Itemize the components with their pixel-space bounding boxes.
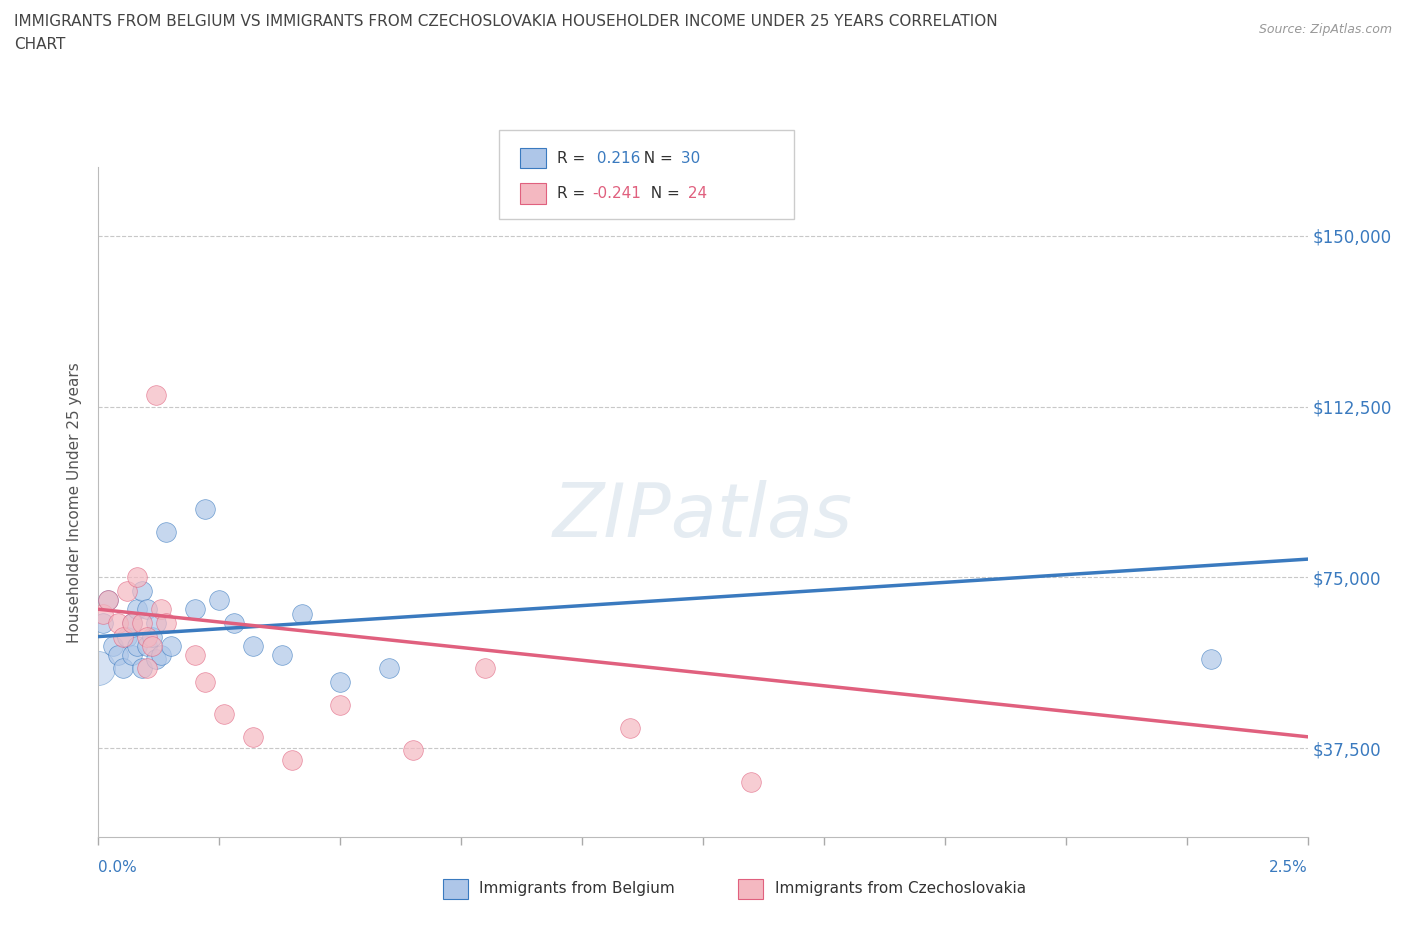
Text: Source: ZipAtlas.com: Source: ZipAtlas.com	[1258, 23, 1392, 36]
Text: IMMIGRANTS FROM BELGIUM VS IMMIGRANTS FROM CZECHOSLOVAKIA HOUSEHOLDER INCOME UND: IMMIGRANTS FROM BELGIUM VS IMMIGRANTS FR…	[14, 14, 998, 29]
Point	[135, 629, 157, 644]
Point	[107, 647, 129, 662]
Point	[281, 752, 304, 767]
Point	[121, 616, 143, 631]
Point	[135, 661, 157, 676]
Point	[91, 606, 114, 621]
Point	[97, 592, 120, 607]
Point	[155, 616, 177, 631]
Point	[141, 638, 163, 653]
Point	[145, 652, 167, 667]
Point	[107, 616, 129, 631]
Text: R =: R =	[557, 151, 585, 166]
Point	[117, 584, 139, 599]
Point	[329, 698, 352, 712]
Text: 0.216: 0.216	[592, 151, 640, 166]
Text: Immigrants from Belgium: Immigrants from Belgium	[479, 881, 675, 896]
Text: R =: R =	[557, 186, 585, 201]
Text: CHART: CHART	[14, 37, 66, 52]
Point	[91, 616, 114, 631]
Point	[740, 775, 762, 790]
Point	[117, 629, 139, 644]
Point	[135, 638, 157, 653]
Point	[222, 616, 245, 631]
Point	[160, 638, 183, 653]
Point	[402, 743, 425, 758]
Point	[127, 602, 149, 617]
Point	[242, 638, 264, 653]
Point	[131, 661, 153, 676]
Text: 0.0%: 0.0%	[98, 860, 138, 875]
Point	[619, 720, 641, 735]
Point	[329, 674, 352, 689]
Point	[290, 606, 312, 621]
Text: 30: 30	[676, 151, 700, 166]
Point	[145, 388, 167, 403]
Point	[111, 661, 134, 676]
Point	[194, 674, 217, 689]
Text: 24: 24	[683, 186, 707, 201]
Point	[150, 647, 173, 662]
Text: Immigrants from Czechoslovakia: Immigrants from Czechoslovakia	[775, 881, 1026, 896]
Point	[155, 525, 177, 539]
Point	[150, 602, 173, 617]
Text: -0.241: -0.241	[592, 186, 641, 201]
Point	[212, 707, 235, 722]
Point	[97, 592, 120, 607]
Point	[131, 584, 153, 599]
Text: N =: N =	[634, 151, 673, 166]
Point	[242, 729, 264, 744]
Point	[127, 570, 149, 585]
Point	[131, 616, 153, 631]
Point	[377, 661, 399, 676]
Y-axis label: Householder Income Under 25 years: Householder Income Under 25 years	[67, 362, 83, 643]
Point	[194, 501, 217, 516]
Point	[141, 629, 163, 644]
Point	[1199, 652, 1222, 667]
Point	[111, 629, 134, 644]
Point	[474, 661, 496, 676]
Point	[271, 647, 294, 662]
Point	[121, 616, 143, 631]
Point	[127, 638, 149, 653]
Point	[87, 661, 110, 676]
Text: ZIPatlas: ZIPatlas	[553, 480, 853, 551]
Point	[184, 602, 207, 617]
Point	[145, 616, 167, 631]
Point	[135, 602, 157, 617]
Text: 2.5%: 2.5%	[1268, 860, 1308, 875]
Point	[208, 592, 231, 607]
Text: N =: N =	[641, 186, 681, 201]
Point	[121, 647, 143, 662]
Point	[184, 647, 207, 662]
Point	[101, 638, 124, 653]
